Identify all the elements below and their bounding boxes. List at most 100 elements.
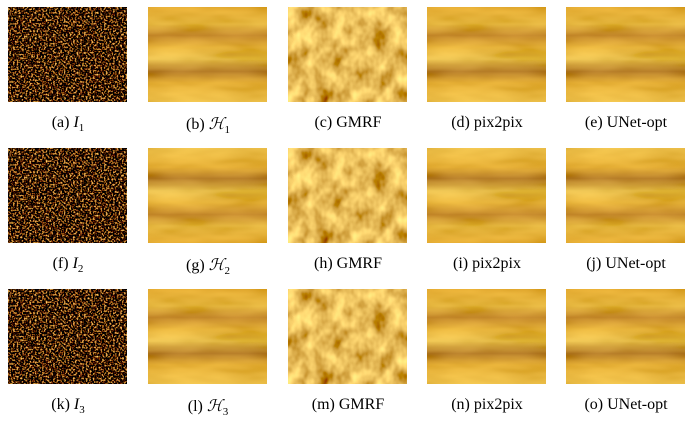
image-layer — [566, 148, 685, 243]
caption-tag: (a) — [52, 114, 70, 131]
caption: (m) GMRF — [268, 396, 428, 414]
caption: (j) UNet-opt — [546, 255, 696, 273]
caption-subscript: 2 — [78, 263, 84, 275]
panel-image — [427, 7, 546, 102]
caption-label: UNet-opt — [607, 114, 667, 131]
caption: (b) ℋ1 — [128, 114, 288, 136]
caption: (o) UNet-opt — [546, 396, 696, 414]
caption-tag: (e) — [585, 114, 603, 131]
caption-tag: (f) — [53, 255, 69, 272]
caption: (i) pix2pix — [407, 255, 567, 273]
panel-image — [288, 7, 407, 102]
caption-tag: (b) — [186, 116, 205, 133]
caption-label: pix2pix — [474, 114, 523, 131]
caption-label: UNet-opt — [605, 255, 665, 272]
panel-image — [8, 148, 127, 243]
image-layer — [427, 148, 546, 243]
panel-image — [8, 289, 127, 384]
image-layer — [8, 7, 127, 102]
panel-image — [566, 148, 685, 243]
caption-tag: (c) — [314, 114, 332, 131]
caption-subscript: 3 — [79, 404, 85, 416]
image-layer — [427, 289, 546, 384]
caption-subscript: 1 — [79, 122, 85, 134]
caption: (f) I2 — [0, 255, 148, 275]
figure: (a) I1(b) ℋ1(c) GMRF(d) pix2pix(e) UNet-… — [0, 0, 696, 441]
panel-image — [288, 148, 407, 243]
caption-subscript: 3 — [223, 406, 229, 418]
panel-image — [8, 7, 127, 102]
caption-math: ℋ3 — [207, 398, 228, 415]
image-layer — [427, 7, 546, 102]
caption-label: GMRF — [337, 255, 382, 272]
image-layer — [566, 289, 685, 384]
caption-symbol: ℋ — [209, 257, 225, 274]
caption-tag: (i) — [453, 255, 468, 272]
panel: (d) pix2pix — [427, 7, 546, 102]
caption-subscript: 2 — [224, 265, 230, 277]
caption: (l) ℋ3 — [128, 396, 288, 418]
image-layer — [288, 148, 407, 243]
image-layer — [148, 289, 267, 384]
caption-label: GMRF — [339, 396, 384, 413]
caption-tag: (m) — [312, 396, 335, 413]
image-layer — [148, 148, 267, 243]
panel-image — [148, 7, 267, 102]
panel: (e) UNet-opt — [566, 7, 685, 102]
panel: (g) ℋ2 — [148, 148, 267, 243]
caption-tag: (o) — [584, 396, 603, 413]
panel-image — [566, 289, 685, 384]
image-layer — [8, 289, 127, 384]
caption: (c) GMRF — [268, 114, 428, 132]
image-layer — [288, 7, 407, 102]
panel-image — [148, 289, 267, 384]
caption-label: GMRF — [336, 114, 381, 131]
caption: (d) pix2pix — [407, 114, 567, 132]
caption-math: I3 — [74, 396, 85, 413]
caption-math: ℋ1 — [209, 116, 230, 133]
panel: (f) I2 — [8, 148, 127, 243]
panel: (j) UNet-opt — [566, 148, 685, 243]
caption-tag: (h) — [314, 255, 333, 272]
image-layer — [288, 289, 407, 384]
panel-image — [148, 148, 267, 243]
panel-image — [427, 289, 546, 384]
panel: (c) GMRF — [288, 7, 407, 102]
caption-label: UNet-opt — [607, 396, 667, 413]
panel: (b) ℋ1 — [148, 7, 267, 102]
caption: (h) GMRF — [268, 255, 428, 273]
panel: (i) pix2pix — [427, 148, 546, 243]
image-layer — [566, 7, 685, 102]
caption-symbol: ℋ — [209, 116, 225, 133]
panel: (o) UNet-opt — [566, 289, 685, 384]
caption-tag: (d) — [451, 114, 470, 131]
caption: (k) I3 — [0, 396, 148, 416]
image-layer — [148, 7, 267, 102]
caption: (n) pix2pix — [407, 396, 567, 414]
panel: (n) pix2pix — [427, 289, 546, 384]
caption: (a) I1 — [0, 114, 148, 134]
caption-math: I1 — [73, 114, 84, 131]
caption-tag: (g) — [186, 257, 205, 274]
caption: (g) ℋ2 — [128, 255, 288, 277]
caption-math: I2 — [73, 255, 84, 272]
caption-label: pix2pix — [474, 396, 523, 413]
caption-symbol: ℋ — [207, 398, 223, 415]
caption-tag: (n) — [451, 396, 470, 413]
caption-tag: (l) — [188, 398, 203, 415]
caption-math: ℋ2 — [209, 257, 230, 274]
panel: (k) I3 — [8, 289, 127, 384]
caption-tag: (j) — [586, 255, 601, 272]
caption-label: pix2pix — [472, 255, 521, 272]
image-layer — [8, 148, 127, 243]
panel: (a) I1 — [8, 7, 127, 102]
panel: (m) GMRF — [288, 289, 407, 384]
caption: (e) UNet-opt — [546, 114, 696, 132]
panel: (l) ℋ3 — [148, 289, 267, 384]
panel: (h) GMRF — [288, 148, 407, 243]
panel-image — [427, 148, 546, 243]
caption-subscript: 1 — [224, 124, 230, 136]
panel-image — [288, 289, 407, 384]
panel-image — [566, 7, 685, 102]
caption-tag: (k) — [51, 396, 70, 413]
